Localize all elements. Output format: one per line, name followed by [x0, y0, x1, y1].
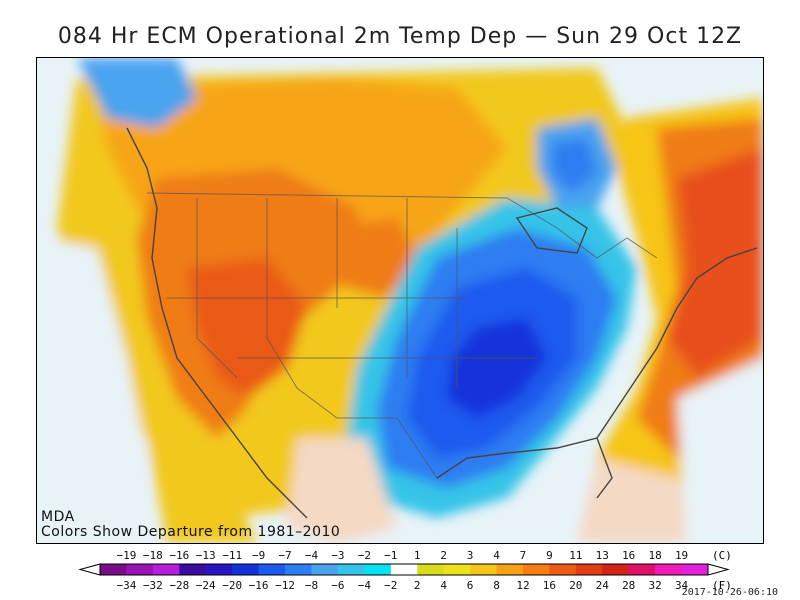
legend-swatch — [522, 564, 550, 575]
legend-swatch — [152, 564, 180, 575]
legend-fahrenheit-tick: −16 — [249, 579, 269, 592]
map-title: 084 Hr ECM Operational 2m Temp Dep — Sun… — [57, 24, 743, 49]
legend-swatch — [179, 564, 207, 575]
legend-fahrenheit-tick: −28 — [169, 579, 189, 592]
legend-fahrenheit-unit: (F) — [712, 579, 732, 592]
color-legend: −19 −18 −16 −13 −11 −9 −7 −4 −3 −2 −1 1 2 3 4 7 9 11 13 16 1… — [0, 545, 800, 600]
legend-swatch — [681, 564, 709, 575]
legend-celsius-tick: −2 — [358, 549, 371, 562]
legend-swatch — [232, 564, 260, 575]
legend-swatch — [470, 564, 498, 575]
legend-fahrenheit-tick: 2 — [414, 579, 421, 592]
coastlines — [126, 127, 758, 519]
legend-celsius-tick: 3 — [467, 549, 474, 562]
legend-swatch — [126, 564, 154, 575]
legend-celsius-tick: −4 — [305, 549, 319, 562]
legend-fahrenheit-tick: −2 — [384, 579, 397, 592]
legend-fahrenheit-tick: −32 — [143, 579, 163, 592]
legend-celsius-tick: −3 — [331, 549, 344, 562]
legend-celsius-tick: 1 — [414, 549, 421, 562]
legend-celsius-tick: −1 — [384, 549, 397, 562]
legend-swatch — [364, 564, 392, 575]
legend-swatch — [100, 564, 127, 575]
legend-celsius-tick: −9 — [252, 549, 265, 562]
legend-right-arrow — [707, 563, 730, 576]
legend-swatch — [417, 564, 445, 575]
legend-swatch — [496, 564, 524, 575]
legend-bar-frame — [99, 563, 709, 576]
legend-canvas: −19 −18 −16 −13 −11 −9 −7 −4 −3 −2 −1 1 2 3 4 7 9 11 13 16 1… — [78, 549, 732, 592]
timestamp: 2017-10-26-06:10 — [681, 587, 778, 598]
legend-celsius-tick: 11 — [569, 549, 582, 562]
legend-celsius-tick: 7 — [520, 549, 527, 562]
legend-celsius-tick: −13 — [196, 549, 216, 562]
legend-celsius-tick: −16 — [169, 549, 189, 562]
legend-celsius-tick: −11 — [222, 549, 242, 562]
legend-fahrenheit-tick: 32 — [649, 579, 662, 592]
legend-fahrenheit-tick: 16 — [543, 579, 556, 592]
legend-fahrenheit-tick: 24 — [596, 579, 610, 592]
legend-swatch — [602, 564, 630, 575]
legend-fahrenheit-tick: 8 — [493, 579, 500, 592]
legend-swatch — [575, 564, 603, 575]
legend-fahrenheit-tick: −24 — [196, 579, 216, 592]
legend-fahrenheit-tick: −20 — [222, 579, 242, 592]
credit-source: MDA — [41, 509, 75, 525]
legend-celsius-tick: 19 — [675, 549, 688, 562]
political-boundaries — [146, 192, 658, 479]
legend-swatch — [628, 564, 656, 575]
legend-fahrenheit-tick: −12 — [275, 579, 295, 592]
legend-fahrenheit-tick: 12 — [516, 579, 529, 592]
legend-celsius-tick: 18 — [649, 549, 662, 562]
legend-celsius-tick: −19 — [116, 549, 136, 562]
legend-celsius-tick: 16 — [622, 549, 635, 562]
legend-swatch — [549, 564, 577, 575]
legend-fahrenheit-tick: 28 — [622, 579, 635, 592]
legend-celsius-tick: 4 — [493, 549, 500, 562]
legend-fahrenheit-tick: 20 — [569, 579, 582, 592]
legend-swatch — [655, 564, 683, 575]
legend-swatch — [390, 564, 418, 575]
anomaly-field — [37, 58, 763, 543]
legend-swatch — [311, 564, 339, 575]
legend-fahrenheit-tick: −34 — [116, 579, 136, 592]
legend-fahrenheit-tick: −8 — [305, 579, 318, 592]
legend-celsius-tick: −18 — [143, 549, 163, 562]
legend-celsius-tick: −7 — [278, 549, 291, 562]
map-canvas — [37, 58, 763, 543]
credit-note: Colors Show Departure from 1981–2010 — [41, 524, 341, 540]
legend-swatch — [258, 564, 286, 575]
legend-celsius-tick: 2 — [440, 549, 447, 562]
legend-fahrenheit-tick: −6 — [331, 579, 344, 592]
legend-swatch — [205, 564, 233, 575]
legend-celsius-unit: (C) — [712, 549, 732, 562]
temperature-departure-map: MDA Colors Show Departure from 1981–2010 — [36, 57, 764, 544]
legend-left-arrow — [78, 563, 101, 576]
legend-fahrenheit-tick: 34 — [675, 579, 689, 592]
legend-swatch — [285, 564, 312, 575]
legend-fahrenheit-tick: −4 — [358, 579, 372, 592]
legend-fahrenheit-tick: 6 — [467, 579, 474, 592]
legend-swatch — [443, 564, 471, 575]
legend-celsius-tick: 13 — [596, 549, 609, 562]
legend-celsius-tick: 9 — [546, 549, 553, 562]
legend-fahrenheit-tick: 4 — [440, 579, 447, 592]
legend-swatch — [337, 564, 365, 575]
